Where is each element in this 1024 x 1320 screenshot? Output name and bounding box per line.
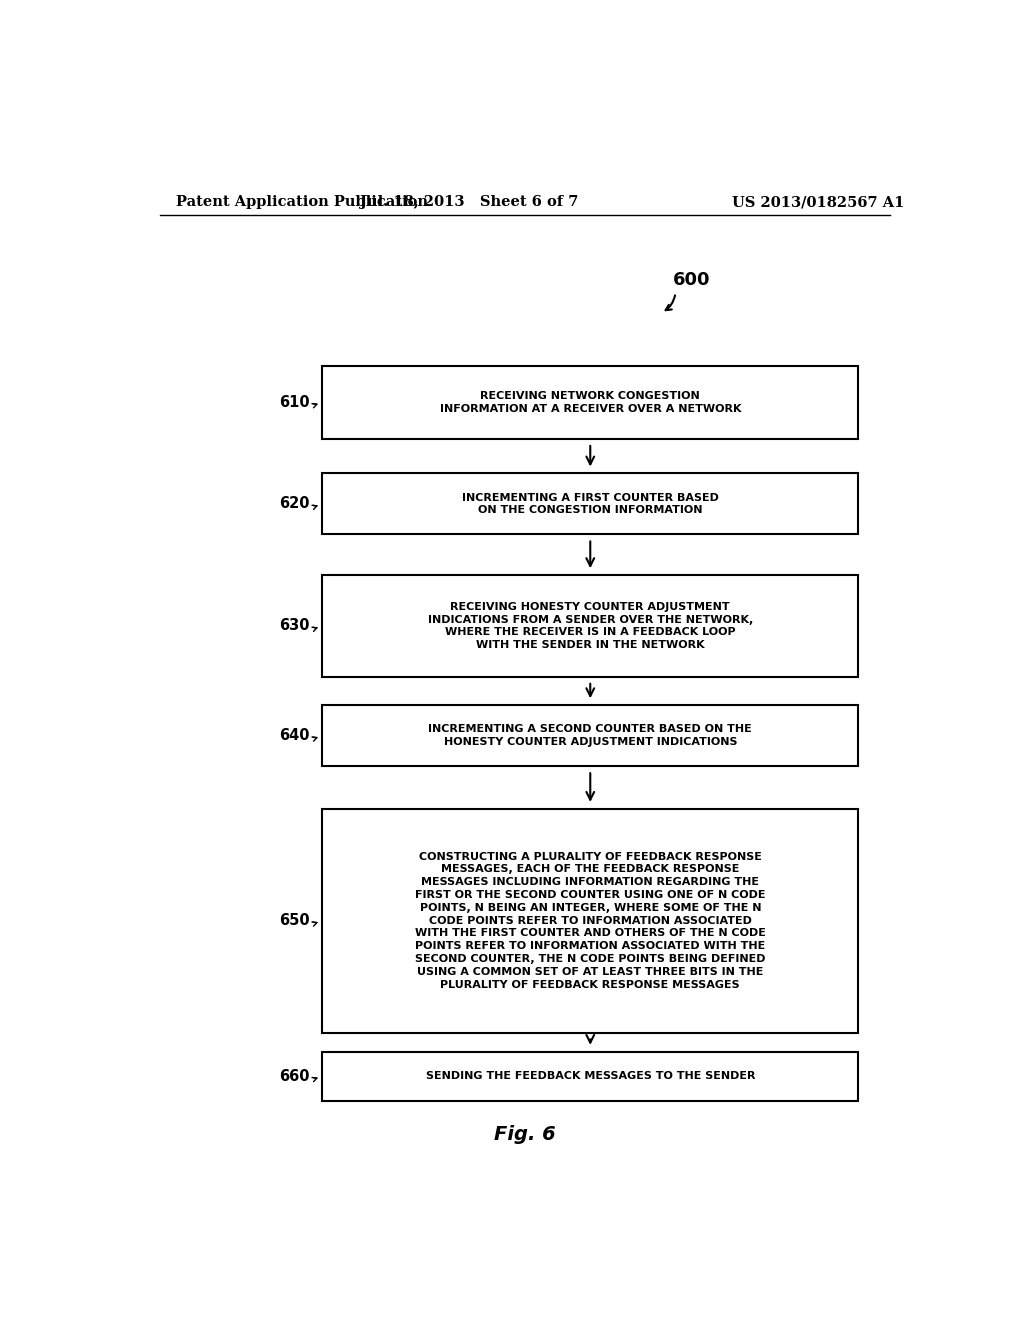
Text: 660: 660 [279,1069,309,1084]
Text: 600: 600 [673,272,711,289]
Bar [323,576,858,677]
Text: RECEIVING HONESTY COUNTER ADJUSTMENT
INDICATIONS FROM A SENDER OVER THE NETWORK,: RECEIVING HONESTY COUNTER ADJUSTMENT IND… [428,602,753,651]
Text: RECEIVING NETWORK CONGESTION
INFORMATION AT A RECEIVER OVER A NETWORK: RECEIVING NETWORK CONGESTION INFORMATION… [439,391,741,413]
Text: 620: 620 [279,496,309,511]
Text: US 2013/0182567 A1: US 2013/0182567 A1 [732,195,904,209]
Text: 610: 610 [279,395,309,409]
Text: Patent Application Publication: Patent Application Publication [176,195,428,209]
Text: 650: 650 [279,913,309,928]
Text: 640: 640 [279,729,309,743]
Text: Jul. 18, 2013   Sheet 6 of 7: Jul. 18, 2013 Sheet 6 of 7 [360,195,579,209]
Bar [323,705,858,766]
Bar [323,809,858,1032]
Bar [323,474,858,535]
Bar [323,1052,858,1101]
Text: SENDING THE FEEDBACK MESSAGES TO THE SENDER: SENDING THE FEEDBACK MESSAGES TO THE SEN… [426,1072,755,1081]
Text: CONSTRUCTING A PLURALITY OF FEEDBACK RESPONSE
MESSAGES, EACH OF THE FEEDBACK RES: CONSTRUCTING A PLURALITY OF FEEDBACK RES… [415,851,766,990]
Text: INCREMENTING A FIRST COUNTER BASED
ON THE CONGESTION INFORMATION: INCREMENTING A FIRST COUNTER BASED ON TH… [462,492,719,515]
Bar [323,366,858,440]
Text: Fig. 6: Fig. 6 [494,1125,556,1143]
Text: INCREMENTING A SECOND COUNTER BASED ON THE
HONESTY COUNTER ADJUSTMENT INDICATION: INCREMENTING A SECOND COUNTER BASED ON T… [428,725,753,747]
Text: 630: 630 [279,619,309,634]
